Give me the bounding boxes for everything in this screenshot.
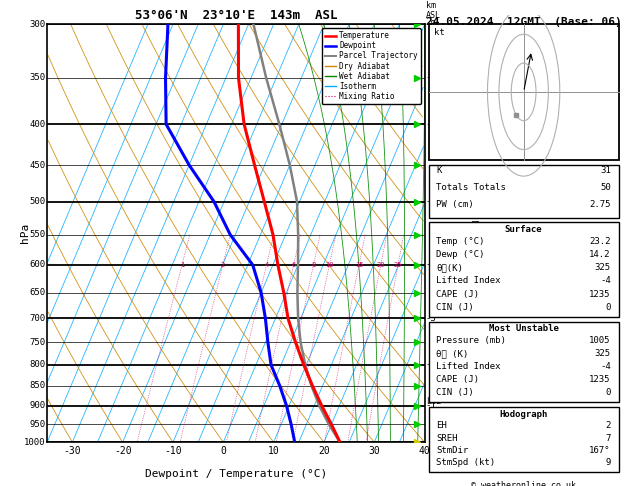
Text: 7: 7 xyxy=(606,434,611,443)
Text: 550: 550 xyxy=(29,230,45,239)
Text: -5: -5 xyxy=(426,197,437,206)
Text: -8: -8 xyxy=(426,20,437,29)
Text: -6: -6 xyxy=(426,120,437,129)
Text: 4: 4 xyxy=(264,262,269,268)
Text: km
ASL: km ASL xyxy=(426,0,441,20)
Text: 15: 15 xyxy=(355,262,364,268)
Text: CAPE (J): CAPE (J) xyxy=(437,290,479,298)
Text: hPa: hPa xyxy=(19,223,30,243)
Bar xyxy=(428,322,619,402)
Text: 10: 10 xyxy=(268,446,279,456)
Text: 1005: 1005 xyxy=(589,336,611,345)
Text: LCL: LCL xyxy=(426,398,441,406)
Text: 850: 850 xyxy=(29,382,45,390)
Text: 167°: 167° xyxy=(589,446,611,455)
Text: © weatheronline.co.uk: © weatheronline.co.uk xyxy=(471,481,576,486)
Text: 20: 20 xyxy=(318,446,330,456)
Text: 50: 50 xyxy=(600,183,611,192)
Title: 53°06'N  23°10'E  143m  ASL: 53°06'N 23°10'E 143m ASL xyxy=(135,9,337,22)
Text: -4: -4 xyxy=(426,260,437,269)
Text: StmDir: StmDir xyxy=(437,446,469,455)
Bar xyxy=(428,407,619,471)
Text: EH: EH xyxy=(437,421,447,430)
Text: -2: -2 xyxy=(426,360,437,369)
Text: θᴇ (K): θᴇ (K) xyxy=(437,349,469,358)
Text: 0: 0 xyxy=(606,388,611,398)
Text: 0: 0 xyxy=(220,446,226,456)
Text: 750: 750 xyxy=(29,338,45,347)
Text: 600: 600 xyxy=(29,260,45,269)
Text: Temp (°C): Temp (°C) xyxy=(437,237,485,245)
Text: 0: 0 xyxy=(606,303,611,312)
Text: 325: 325 xyxy=(594,263,611,272)
Bar xyxy=(428,24,619,160)
Text: 700: 700 xyxy=(29,314,45,323)
Text: -1: -1 xyxy=(426,401,437,410)
Text: 950: 950 xyxy=(29,420,45,429)
Text: 325: 325 xyxy=(594,349,611,358)
Text: -4: -4 xyxy=(600,277,611,285)
Text: 20: 20 xyxy=(377,262,385,268)
Text: 2: 2 xyxy=(221,262,225,268)
Bar xyxy=(428,223,619,317)
Text: Mixing Ratio (g/kg): Mixing Ratio (g/kg) xyxy=(469,182,478,284)
Text: Dewp (°C): Dewp (°C) xyxy=(437,250,485,259)
Text: Pressure (mb): Pressure (mb) xyxy=(437,336,506,345)
Text: CAPE (J): CAPE (J) xyxy=(437,375,479,384)
Text: 2: 2 xyxy=(606,421,611,430)
Text: 31: 31 xyxy=(600,166,611,175)
Text: θᴇ(K): θᴇ(K) xyxy=(437,263,464,272)
Text: 6: 6 xyxy=(291,262,296,268)
Text: 24.05.2024  12GMT  (Base: 06): 24.05.2024 12GMT (Base: 06) xyxy=(426,17,621,27)
Text: 400: 400 xyxy=(29,120,45,129)
Text: StmSpd (kt): StmSpd (kt) xyxy=(437,458,496,468)
Text: CIN (J): CIN (J) xyxy=(437,388,474,398)
Text: -30: -30 xyxy=(64,446,81,456)
Text: 1235: 1235 xyxy=(589,290,611,298)
Text: Dewpoint / Temperature (°C): Dewpoint / Temperature (°C) xyxy=(145,469,327,479)
Text: 9: 9 xyxy=(606,458,611,468)
Text: 450: 450 xyxy=(29,160,45,170)
Text: kt: kt xyxy=(435,29,445,37)
Bar xyxy=(428,165,619,218)
Text: Lifted Index: Lifted Index xyxy=(437,362,501,371)
Text: 800: 800 xyxy=(29,360,45,369)
Text: Hodograph: Hodograph xyxy=(499,410,548,419)
Text: -7: -7 xyxy=(426,73,437,82)
Text: -3: -3 xyxy=(426,314,437,323)
Text: 350: 350 xyxy=(29,73,45,82)
Text: K: K xyxy=(437,166,442,175)
Text: 900: 900 xyxy=(29,401,45,410)
Text: -4: -4 xyxy=(600,362,611,371)
Text: 25: 25 xyxy=(394,262,403,268)
Text: 23.2: 23.2 xyxy=(589,237,611,245)
Text: 10: 10 xyxy=(325,262,333,268)
Legend: Temperature, Dewpoint, Parcel Trajectory, Dry Adiabat, Wet Adiabat, Isotherm, Mi: Temperature, Dewpoint, Parcel Trajectory… xyxy=(321,28,421,104)
Text: 2.75: 2.75 xyxy=(589,200,611,209)
Text: -10: -10 xyxy=(164,446,182,456)
Text: -20: -20 xyxy=(114,446,131,456)
Text: Totals Totals: Totals Totals xyxy=(437,183,506,192)
Text: 1235: 1235 xyxy=(589,375,611,384)
Text: CIN (J): CIN (J) xyxy=(437,303,474,312)
Text: 30: 30 xyxy=(369,446,380,456)
Text: 1: 1 xyxy=(180,262,184,268)
Text: 14.2: 14.2 xyxy=(589,250,611,259)
Text: 1000: 1000 xyxy=(24,438,45,447)
Text: 650: 650 xyxy=(29,288,45,297)
Text: 40: 40 xyxy=(419,446,430,456)
Text: Lifted Index: Lifted Index xyxy=(437,277,501,285)
Text: Most Unstable: Most Unstable xyxy=(489,324,559,333)
Text: PW (cm): PW (cm) xyxy=(437,200,474,209)
Text: 300: 300 xyxy=(29,20,45,29)
Text: 8: 8 xyxy=(311,262,316,268)
Text: Surface: Surface xyxy=(505,225,542,234)
Text: SREH: SREH xyxy=(437,434,458,443)
Text: 500: 500 xyxy=(29,197,45,206)
